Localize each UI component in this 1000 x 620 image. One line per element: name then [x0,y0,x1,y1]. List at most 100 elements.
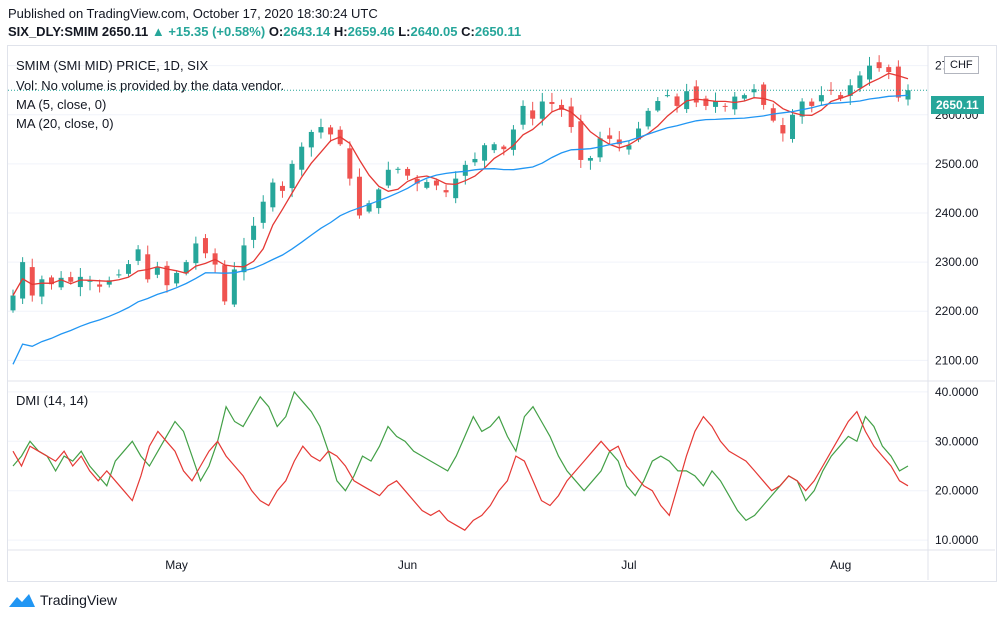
price-tick-label: 2400.00 [935,206,979,220]
candle-body [597,138,603,158]
price-tick-label: 2300.00 [935,255,979,269]
price-tick-label: 2100.00 [935,353,979,367]
price-tick-label: 2500.00 [935,157,979,171]
candle-body [482,145,488,161]
candle-body [58,277,64,288]
candle-body [395,168,401,170]
candle-body [722,105,728,107]
last-price: 2650.11 [101,24,149,39]
ma-lines [8,72,928,365]
dmi-legend[interactable]: DMI (14, 14) [16,393,89,408]
candle-body [491,144,497,151]
candle-body [10,295,16,311]
candle-body [193,243,199,264]
candle-body [106,280,112,285]
low-value: 2640.05 [410,24,458,39]
candle-body [867,65,873,80]
change-up-icon: ▲ [151,24,165,39]
time-tick-label: Jul [621,558,636,572]
open-value: 2643.14 [283,24,331,39]
candle-body [347,148,353,179]
candle-body [780,125,786,134]
candle-body [125,264,131,274]
current-price-badge: 2650.11 [931,96,984,114]
candle-body [29,267,35,296]
candle-body [674,96,680,106]
grid [8,65,928,541]
symbol-line: SIX_DLY:SMIM 2650.11 ▲ +15.35 (+0.58%) O… [8,24,521,39]
open-label: O: [268,24,284,39]
brand-name: TradingView [40,592,118,608]
candle-body [405,168,411,176]
candle-body [578,121,584,160]
candle-body [299,146,305,170]
candle-body [751,89,757,93]
candle-body [703,98,709,106]
candle-body [462,164,468,176]
candle-body [376,189,382,209]
candle-body [87,280,93,282]
candle-body [664,95,670,97]
vol-legend: Vol: No volume is provided by the data v… [16,78,285,93]
currency-label[interactable]: CHF [944,56,979,74]
dmi-tick-label: 30.0000 [935,434,979,448]
ma20-legend[interactable]: MA (20, close, 0) [16,116,114,131]
candle-body [713,101,719,107]
candle-body [905,90,911,100]
candle-body [356,176,362,216]
candle-body [279,185,285,191]
candle-body [385,169,391,186]
candle-body [818,95,824,102]
ma5-line [12,72,909,296]
symbol: SIX_DLY:SMIM [8,24,99,39]
candle-body [587,157,593,161]
candle-body [520,105,526,125]
candle-body [549,101,555,104]
candle-body [231,269,237,305]
candle-body [886,67,892,73]
candle-body [164,265,170,286]
candle-body [77,276,83,288]
candle-body [472,158,478,163]
candle-body [895,66,901,98]
candle-body [424,182,430,188]
candle-body [251,225,257,240]
candle-body [828,89,834,91]
candle-body [68,277,74,282]
candle-body [453,178,459,199]
dmi-tick-label: 40.0000 [935,385,979,399]
candle-body [308,131,314,148]
dmi-lines [12,390,909,531]
candle-body [510,129,516,150]
candle-body [616,139,622,145]
candle-body [183,262,189,274]
candle-body [145,254,151,280]
price-change: +15.35 (+0.58%) [168,24,266,39]
candle-body [241,245,247,273]
candle-body [636,128,642,140]
dmi-tick-label: 20.0000 [935,484,979,498]
tradingview-logo-icon [9,594,35,607]
candle-body [174,272,180,284]
candle-body [20,262,26,299]
candle-body [761,84,767,105]
candle-body [645,110,651,127]
candle-body [693,86,699,103]
candle-body [48,277,54,285]
candle-body [260,201,266,223]
candle-body [39,279,45,297]
candles [10,55,911,313]
di-plus-line [12,390,909,522]
close-value: 2650.11 [474,24,522,39]
candle-body [202,238,208,254]
candle-body [433,180,439,186]
time-tick-label: Aug [830,558,851,572]
candle-body [539,101,545,119]
candle-body [568,106,574,128]
candle-body [328,127,334,135]
tradingview-logo[interactable]: TradingView [8,591,117,609]
candle-body [116,274,122,276]
ma5-legend[interactable]: MA (5, close, 0) [16,97,107,112]
high-label: H: [333,24,348,39]
